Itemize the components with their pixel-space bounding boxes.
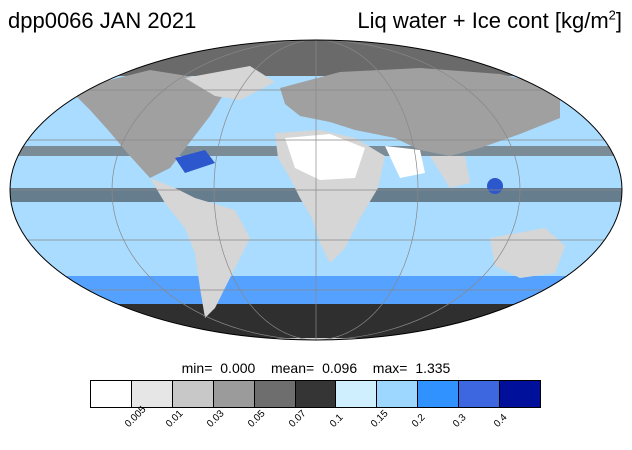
australia-landmass [490, 228, 565, 278]
colorbar-box [377, 381, 419, 407]
south-america-landmass [150, 178, 250, 318]
colorbar-tick-label: 0.005 [123, 404, 149, 430]
mean-label: mean= [270, 360, 315, 376]
india-landmass [430, 156, 470, 188]
colorbar-tick-label: 0.07 [287, 408, 309, 430]
title-unit-superscript: 2 [608, 7, 616, 23]
mean-value: 0.096 [322, 360, 358, 376]
graticule-line [111, 40, 521, 340]
map-border [9, 39, 623, 341]
colorbar-box [213, 381, 255, 407]
colorbar-box [254, 381, 296, 407]
graticule-line [213, 40, 419, 340]
colorbar [90, 380, 541, 408]
min-value: 0.000 [220, 360, 256, 376]
colorbar-tick-label: 0.4 [492, 412, 510, 430]
world-map [0, 38, 632, 358]
colorbar-tick-label: 0.3 [451, 412, 469, 430]
colorbar-tick-label: 0.15 [369, 408, 391, 430]
colorbar-box [91, 381, 132, 407]
max-value: 1.335 [415, 360, 451, 376]
japan-high-values [487, 178, 503, 194]
colorbar-tick-label: 0.01 [164, 408, 186, 430]
mollweide-map-svg [9, 39, 623, 341]
statistics-line: min= 0.000 mean= 0.096 max= 1.335 [0, 360, 632, 376]
max-label: max= [372, 360, 408, 376]
colorbar-box [295, 381, 337, 407]
sahara-desert [285, 134, 365, 180]
graticule [10, 40, 622, 340]
colorbar-box [172, 381, 214, 407]
greenland-landmass [185, 66, 275, 100]
colorbar-box [500, 381, 540, 407]
colorbar-tick-label: 0.03 [205, 408, 227, 430]
title-bracket-close: ] [615, 8, 622, 33]
colorbar-tick-label: 0.2 [410, 412, 428, 430]
gulf-stream-high-values [175, 150, 215, 173]
colorbar-box [459, 381, 501, 407]
colorbar-box [131, 381, 173, 407]
colorbar-box [418, 381, 460, 407]
colorbar-tick-label: 0.1 [328, 412, 346, 430]
plot-title-right: Liq water + Ice cont [kg/m2] [357, 8, 622, 34]
title-variable-text: Liq water + Ice cont [kg/m [357, 8, 609, 33]
min-label: min= [181, 360, 213, 376]
north-america-landmass [70, 70, 230, 178]
colorbar-tick-label: 0.05 [246, 408, 268, 430]
antarctica-landmass [10, 338, 622, 340]
colorbar-box [336, 381, 378, 407]
plot-title-left: dpp0066 JAN 2021 [8, 8, 197, 33]
